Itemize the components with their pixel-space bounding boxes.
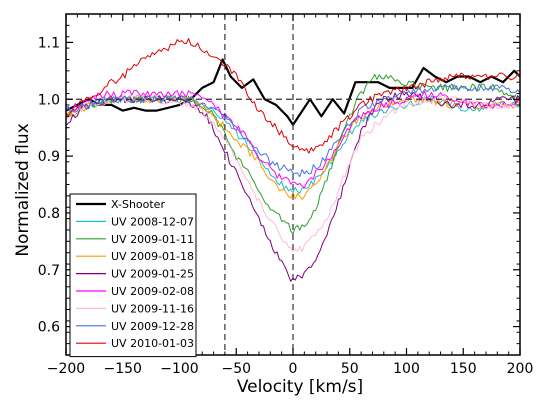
axes: −200 −150 −100 −50 0 50 100 150 200 0.6 0.7 0.8 0.9 1… [38, 13, 534, 377]
x-tick-label: −100 [160, 361, 198, 377]
reference-lines [66, 14, 520, 355]
legend-label: UV 2009-12-28 [111, 320, 194, 333]
y-tick-label: 1.1 [38, 35, 60, 51]
legend-label: UV 2009-01-18 [111, 250, 194, 263]
x-axis-label: Velocity [km/s] [237, 377, 363, 397]
y-axis-label: Normalized flux [13, 123, 33, 256]
series-line-uv-2009-11-16 [66, 94, 520, 253]
y-tick-label: 0.9 [38, 149, 60, 165]
legend-label: UV 2008-12-07 [111, 215, 194, 228]
series-line-uv-2009-12-28 [66, 83, 520, 178]
x-tick-label: 0 [289, 361, 298, 377]
y-tick-label: 1.0 [38, 92, 60, 108]
legend-label: UV 2010-01-03 [111, 337, 194, 350]
y-tick-label: 0.6 [38, 320, 60, 336]
legend-label: UV 2009-01-11 [111, 233, 194, 246]
legend-label: X-Shooter [111, 198, 165, 211]
x-tick-label: −150 [104, 361, 142, 377]
x-tick-label: 50 [341, 361, 359, 377]
x-tick-label: 150 [450, 361, 477, 377]
legend-label: UV 2009-02-08 [111, 285, 194, 298]
x-tick-label: 100 [393, 361, 420, 377]
y-tick-label: 0.7 [38, 263, 60, 279]
x-tick-label: −50 [221, 361, 251, 377]
series-line-uv-2009-02-08 [66, 89, 520, 189]
y-tick-label: 0.8 [38, 206, 60, 222]
legend-label: UV 2009-11-16 [111, 302, 194, 315]
x-tick-label: 200 [507, 361, 534, 377]
legend: X-Shooter UV 2008-12-07 UV 2009-01-11 UV 20… [69, 193, 197, 358]
legend-label: UV 2009-01-25 [111, 268, 194, 281]
x-tick-label: −200 [47, 361, 85, 377]
